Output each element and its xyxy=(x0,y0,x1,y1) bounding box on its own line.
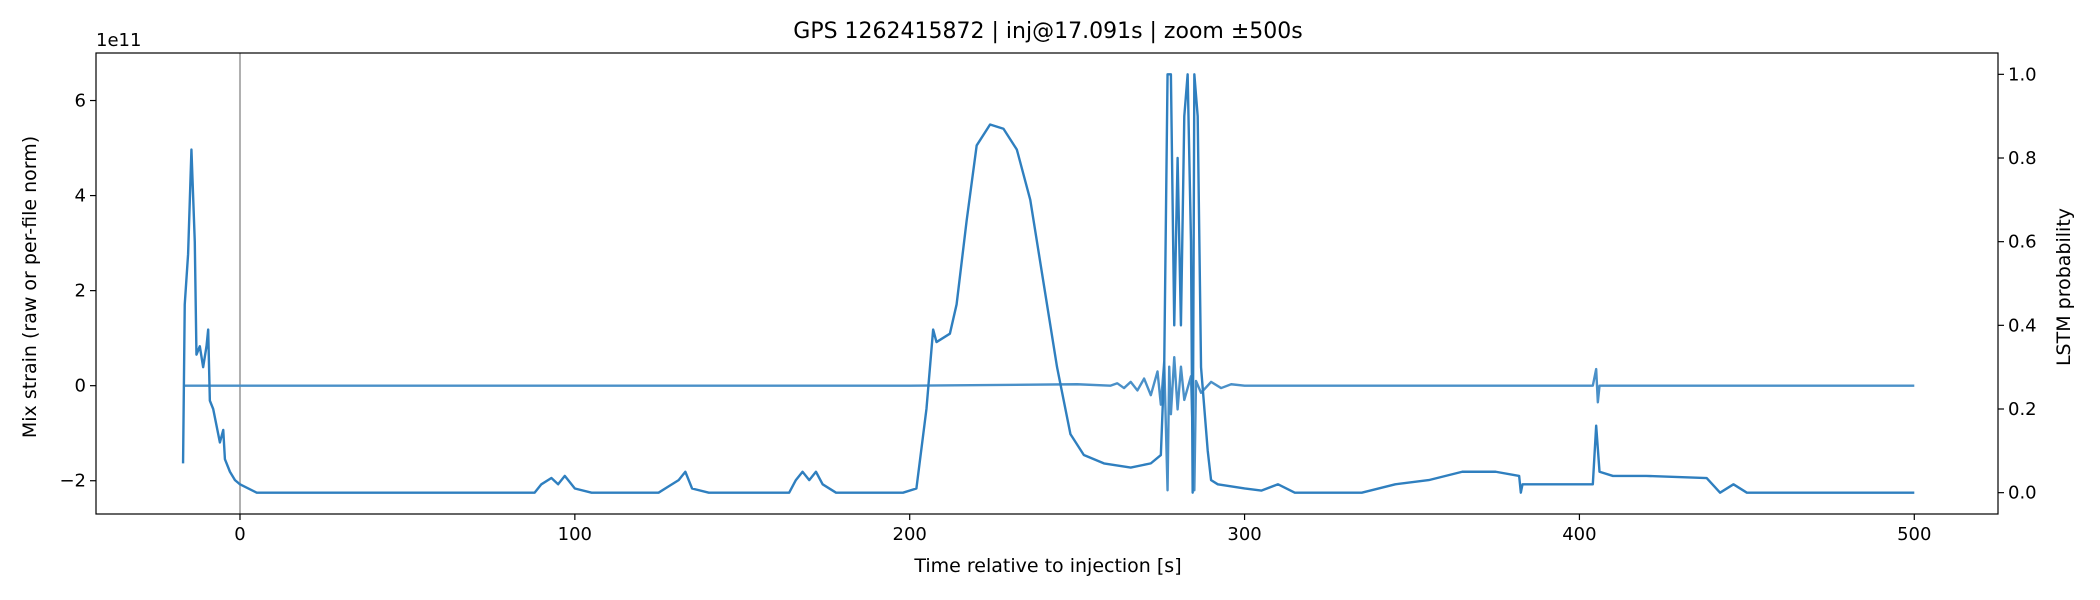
x-tick-label: 500 xyxy=(1897,524,1931,545)
y2-tick-label: 0.6 xyxy=(2008,232,2037,253)
plot-frame xyxy=(95,52,1999,515)
y2-axis-label: LSTM probability xyxy=(2053,208,2075,366)
chart-title: GPS 1262415872 | inj@17.091s | zoom ±500… xyxy=(793,19,1302,44)
y-tick-label: 6 xyxy=(75,91,86,112)
y-axis-label: Mix strain (raw or per-file norm) xyxy=(19,136,41,438)
y-tick-label: 2 xyxy=(75,281,86,302)
series-line xyxy=(183,355,1915,492)
x-tick-label: 300 xyxy=(1227,524,1261,545)
y2-tick-label: 0.2 xyxy=(2008,399,2037,420)
y2-tick-label: 1.0 xyxy=(2008,64,2037,85)
y-tick-label: 0 xyxy=(75,376,86,397)
x-tick-label: 400 xyxy=(1562,524,1596,545)
y-tick-label: 4 xyxy=(75,186,86,207)
series-line xyxy=(181,73,1915,494)
y2-tick-label: 0.0 xyxy=(2008,483,2037,504)
y2-tick-label: 0.8 xyxy=(2008,148,2037,169)
y-offset-label: 1e11 xyxy=(96,30,141,51)
x-tick-label: 0 xyxy=(234,524,245,545)
x-axis-label: Time relative to injection [s] xyxy=(913,555,1181,577)
y-tick-label: −2 xyxy=(59,471,86,492)
y2-tick-label: 0.4 xyxy=(2008,315,2037,336)
x-tick-label: 100 xyxy=(558,524,592,545)
x-tick-label: 200 xyxy=(893,524,927,545)
